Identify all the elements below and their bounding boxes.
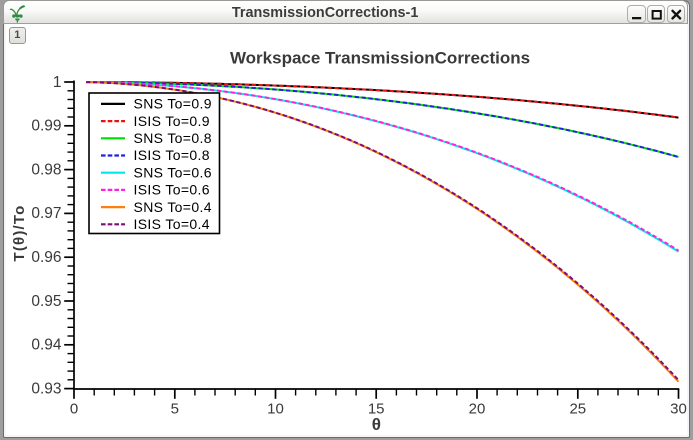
svg-text:5: 5 bbox=[171, 401, 179, 418]
svg-text:10: 10 bbox=[267, 401, 284, 418]
svg-text:ISIS To=0.9: ISIS To=0.9 bbox=[134, 113, 210, 129]
svg-text:0.94: 0.94 bbox=[31, 337, 62, 354]
svg-text:30: 30 bbox=[670, 401, 687, 418]
svg-text:SNS To=0.9: SNS To=0.9 bbox=[134, 96, 212, 112]
svg-text:1: 1 bbox=[53, 74, 62, 91]
svg-text:0.96: 0.96 bbox=[31, 249, 61, 266]
svg-text:T(θ)/To: T(θ)/To bbox=[11, 204, 28, 261]
svg-text:Workspace TransmissionCorrecti: Workspace TransmissionCorrections bbox=[230, 49, 530, 68]
svg-text:SNS To=0.8: SNS To=0.8 bbox=[134, 130, 212, 146]
svg-text:ISIS To=0.8: ISIS To=0.8 bbox=[134, 147, 210, 163]
svg-text:ISIS To=0.6: ISIS To=0.6 bbox=[134, 182, 210, 198]
svg-text:0.95: 0.95 bbox=[31, 293, 61, 310]
svg-text:20: 20 bbox=[469, 401, 486, 418]
svg-text:25: 25 bbox=[569, 401, 586, 418]
svg-text:0: 0 bbox=[70, 401, 78, 418]
svg-text:0.93: 0.93 bbox=[31, 380, 61, 397]
svg-text:0.98: 0.98 bbox=[31, 161, 61, 178]
svg-text:ISIS To=0.4: ISIS To=0.4 bbox=[134, 216, 210, 232]
svg-text:SNS To=0.4: SNS To=0.4 bbox=[134, 199, 212, 215]
svg-text:15: 15 bbox=[368, 401, 385, 418]
svg-text:0.97: 0.97 bbox=[31, 205, 61, 222]
svg-text:θ: θ bbox=[372, 415, 381, 434]
svg-text:0.99: 0.99 bbox=[31, 118, 61, 135]
svg-text:SNS To=0.6: SNS To=0.6 bbox=[134, 164, 212, 180]
